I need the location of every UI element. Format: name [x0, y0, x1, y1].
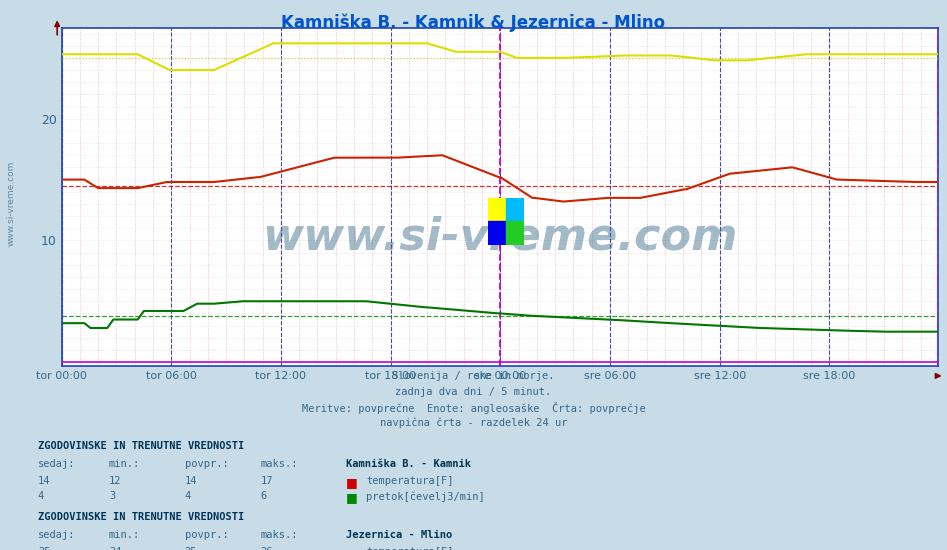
Text: 4: 4: [38, 491, 45, 501]
Bar: [506, 198, 524, 221]
Text: 26: 26: [260, 547, 273, 550]
Text: 3: 3: [109, 491, 116, 501]
Text: maks.:: maks.:: [260, 530, 298, 540]
Text: 17: 17: [260, 476, 273, 486]
Text: povpr.:: povpr.:: [185, 530, 228, 540]
Text: temperatura[F]: temperatura[F]: [366, 476, 454, 486]
Text: temperatura[F]: temperatura[F]: [366, 547, 454, 550]
Text: ZGODOVINSKE IN TRENUTNE VREDNOSTI: ZGODOVINSKE IN TRENUTNE VREDNOSTI: [38, 441, 244, 451]
Bar: [506, 221, 524, 245]
Text: sedaj:: sedaj:: [38, 530, 76, 540]
Text: pretok[čevelj3/min]: pretok[čevelj3/min]: [366, 491, 485, 502]
Text: Kamniška B. - Kamnik: Kamniška B. - Kamnik: [346, 459, 471, 469]
Text: zadnja dva dni / 5 minut.: zadnja dva dni / 5 minut.: [396, 387, 551, 397]
Bar: [488, 198, 506, 221]
Text: www.si-vreme.com: www.si-vreme.com: [7, 161, 16, 246]
Text: 24: 24: [109, 547, 121, 550]
Text: ■: ■: [346, 491, 357, 504]
Text: ■: ■: [346, 476, 357, 489]
Text: Jezernica - Mlino: Jezernica - Mlino: [346, 530, 452, 540]
Text: ■: ■: [346, 547, 357, 550]
Text: 25: 25: [38, 547, 50, 550]
Text: 25: 25: [185, 547, 197, 550]
Text: 12: 12: [109, 476, 121, 486]
Text: www.si-vreme.com: www.si-vreme.com: [261, 216, 738, 258]
Text: maks.:: maks.:: [260, 459, 298, 469]
Text: Meritve: povprečne  Enote: angleosaške  Črta: povprečje: Meritve: povprečne Enote: angleosaške Čr…: [302, 402, 645, 414]
Text: 4: 4: [185, 491, 191, 501]
Text: sedaj:: sedaj:: [38, 459, 76, 469]
Bar: [488, 221, 506, 245]
Text: 14: 14: [185, 476, 197, 486]
Text: 14: 14: [38, 476, 50, 486]
Text: ZGODOVINSKE IN TRENUTNE VREDNOSTI: ZGODOVINSKE IN TRENUTNE VREDNOSTI: [38, 512, 244, 522]
Text: Slovenija / reke in morje.: Slovenija / reke in morje.: [392, 371, 555, 381]
Text: min.:: min.:: [109, 530, 140, 540]
Text: navpična črta - razdelek 24 ur: navpična črta - razdelek 24 ur: [380, 417, 567, 428]
Text: povpr.:: povpr.:: [185, 459, 228, 469]
Text: 6: 6: [260, 491, 267, 501]
Text: Kamniška B. - Kamnik & Jezernica - Mlino: Kamniška B. - Kamnik & Jezernica - Mlino: [281, 14, 666, 32]
Text: min.:: min.:: [109, 459, 140, 469]
